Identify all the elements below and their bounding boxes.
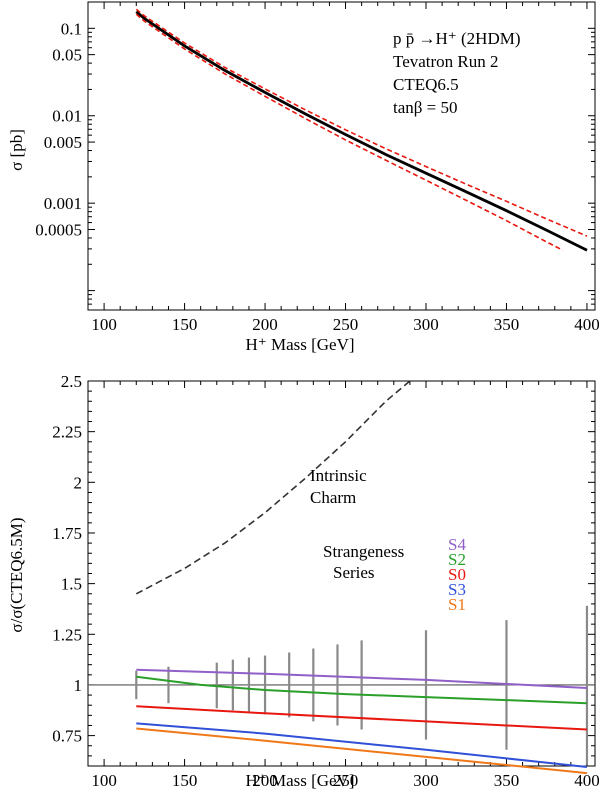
x-tick-label: 200 bbox=[252, 771, 278, 790]
y-tick-label: 0.001 bbox=[44, 194, 82, 213]
y-tick-label: 0.01 bbox=[52, 107, 82, 126]
annotation-charm: Charm bbox=[310, 488, 356, 507]
y-tick-label: 0.0005 bbox=[35, 220, 82, 239]
uncertainty-band-line bbox=[135, 8, 588, 237]
x-tick-label: 100 bbox=[91, 315, 117, 334]
y-axis-label: σ [pb] bbox=[7, 129, 26, 171]
series-group bbox=[135, 8, 588, 252]
y-tick-label: 1 bbox=[74, 676, 83, 695]
y-tick-label: 2.25 bbox=[52, 423, 82, 442]
y-tick-label: 1.5 bbox=[61, 575, 82, 594]
x-axis-label: H⁺ Mass [GeV] bbox=[245, 771, 354, 790]
series-line-s3 bbox=[136, 722, 588, 768]
x-tick-label: 300 bbox=[413, 315, 439, 334]
legend-item-s2: S2 bbox=[448, 550, 466, 569]
plot-frame bbox=[87, 1, 596, 311]
x-tick-label: 300 bbox=[413, 771, 439, 790]
central-cross-section-line bbox=[135, 10, 588, 252]
y-tick-label: 2 bbox=[74, 473, 83, 492]
annotation-series: Series bbox=[333, 563, 375, 582]
x-tick-label: 400 bbox=[574, 315, 599, 334]
intrinsic-charm-line bbox=[135, 380, 411, 595]
y-tick-label: 0.75 bbox=[52, 727, 82, 746]
x-tick-label: 150 bbox=[172, 771, 198, 790]
cross-section-panel: 100 150 200 250 300 350 400 0.1 0.05 0.01 0.005 0.0… bbox=[7, 1, 599, 354]
series-group bbox=[88, 380, 595, 775]
series-line-s0 bbox=[136, 705, 588, 731]
y-tick-label: 0.1 bbox=[61, 19, 82, 38]
x-tick-label: 400 bbox=[574, 771, 599, 790]
x-tick-label: 350 bbox=[494, 315, 520, 334]
series-line-s4 bbox=[136, 668, 588, 689]
x-axis-label: H⁺ Mass [GeV] bbox=[245, 335, 354, 354]
legend-item-s4: S4 bbox=[448, 535, 466, 554]
axis-ticks: 100 150 200 250 300 350 400 0.75 1 1.25 1.5 1.75 2 2.… bbox=[52, 372, 599, 790]
y-axis-label: σ/σ(CTEQ6.5M) bbox=[7, 517, 26, 632]
ratio-panel: 100 150 200 250 300 350 400 0.75 1 1.25 1.5 1.75 2 2.… bbox=[7, 372, 599, 790]
y-tick-label: 0.005 bbox=[44, 133, 82, 152]
legend-item-s1: S1 bbox=[448, 595, 466, 614]
annotation-process: p p̄ →H⁺ (2HDM) bbox=[393, 29, 521, 48]
legend-item-s0: S0 bbox=[448, 565, 466, 584]
x-tick-label: 250 bbox=[333, 315, 359, 334]
uncertainty-band-line bbox=[135, 13, 564, 251]
annotation-strangeness: Strangeness bbox=[323, 542, 404, 561]
x-tick-label: 150 bbox=[172, 315, 198, 334]
x-tick-label: 250 bbox=[333, 771, 359, 790]
y-tick-label: 1.25 bbox=[52, 625, 82, 644]
annotation-pdf: CTEQ6.5 bbox=[393, 75, 459, 94]
series-line-s1 bbox=[136, 727, 588, 775]
x-tick-label: 350 bbox=[494, 771, 520, 790]
annotation-tanbeta: tanβ = 50 bbox=[393, 98, 458, 117]
y-tick-label: 2.5 bbox=[61, 372, 82, 391]
x-tick-label: 100 bbox=[91, 771, 117, 790]
annotation-intrinsic: Intrinsic bbox=[310, 466, 367, 485]
y-tick-label: 0.05 bbox=[52, 46, 82, 65]
x-tick-label: 200 bbox=[252, 315, 278, 334]
series-line-s2 bbox=[136, 675, 588, 705]
legend-item-s3: S3 bbox=[448, 580, 466, 599]
y-tick-label: 1.75 bbox=[52, 524, 82, 543]
axis-ticks: 100 150 200 250 300 350 400 0.1 0.05 0.01 0.005 0.0… bbox=[35, 1, 599, 334]
annotation-tevatron: Tevatron Run 2 bbox=[393, 52, 499, 71]
